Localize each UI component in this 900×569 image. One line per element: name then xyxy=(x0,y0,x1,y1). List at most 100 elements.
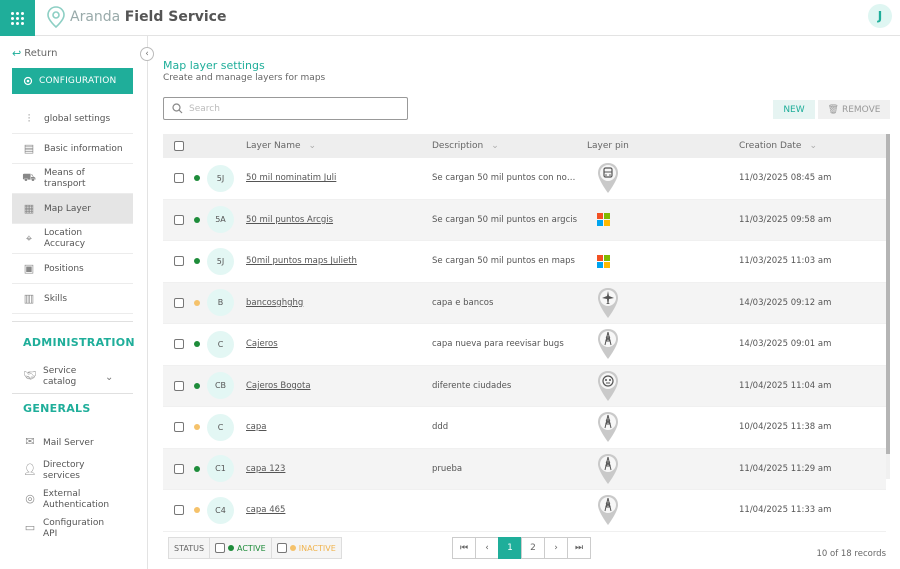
layer-pin xyxy=(597,449,619,490)
row-checkbox[interactable] xyxy=(174,339,184,350)
menu-item-positions[interactable]: ▣ Positions xyxy=(12,254,133,284)
plane-pin-icon xyxy=(598,287,618,318)
creation-date: 14/03/2025 09:12 am xyxy=(739,297,832,308)
tower-pin-icon xyxy=(598,453,618,484)
layer-name-link[interactable]: 50mil puntos maps Julieth xyxy=(246,256,357,267)
layer-initials-badge: 5A xyxy=(207,206,234,234)
next-page-button[interactable]: › xyxy=(544,537,568,559)
inactive-dot-icon xyxy=(289,545,296,551)
new-button[interactable]: NEW xyxy=(773,100,815,119)
table-row[interactable]: C Cajeros capa nueva para reevisar bugs 14/… xyxy=(163,324,886,366)
search-input[interactable] xyxy=(189,103,399,114)
layer-description: Se cargan 50 mil puntos en argcis xyxy=(432,214,578,225)
sort-chevron-icon: ⌄ xyxy=(809,141,817,151)
status-dot-icon xyxy=(194,382,200,389)
layer-pin xyxy=(597,200,610,241)
menu-item-basic-information[interactable]: ▤ Basic information xyxy=(12,134,133,164)
mail-server-link[interactable]: ✉ Mail Server xyxy=(23,436,93,450)
directory-icon: 👤︎ xyxy=(23,463,37,476)
search-box[interactable] xyxy=(163,97,408,120)
collapse-sidebar-button[interactable]: ‹ xyxy=(140,47,154,61)
pagination: ⏮︎ ‹ 1 2 › ⏭︎ xyxy=(452,537,591,559)
layer-name-link[interactable]: 50 mil puntos Arcgis xyxy=(246,214,334,225)
external-authentication-link[interactable]: ◎ External Authentication xyxy=(23,489,113,511)
table-row[interactable]: 5J 50mil puntos maps Julieth Se cargan 50 … xyxy=(163,241,886,283)
inactive-filter[interactable]: INACTIVE xyxy=(272,538,341,558)
table-row[interactable]: C1 capa 123 prueba 11/04/2025 11:29 am xyxy=(163,448,886,490)
directory-services-link[interactable]: 👤︎ Directory services xyxy=(23,460,85,481)
layer-initials-badge: B xyxy=(207,289,234,317)
layer-pin xyxy=(597,158,619,199)
positions-icon: ▣ xyxy=(23,262,35,275)
service-catalog-link[interactable]: 🤝︎ Service catalog ⌄ xyxy=(23,366,114,387)
row-checkbox[interactable] xyxy=(174,422,184,433)
table-row[interactable]: C4 capa 465 11/04/2025 11:33 am xyxy=(163,490,886,532)
calendar-icon: ▥ xyxy=(23,292,35,305)
last-page-button[interactable]: ⏭︎ xyxy=(567,537,591,559)
table-row[interactable]: CB Cajeros Bogota diferente ciudades 11/04/… xyxy=(163,365,886,407)
row-checkbox[interactable] xyxy=(174,505,184,516)
layer-name-link[interactable]: capa xyxy=(246,422,267,433)
administration-title: ADMINISTRATION xyxy=(23,336,135,349)
app-launcher-button[interactable] xyxy=(0,0,35,36)
table-scrollbar[interactable] xyxy=(886,134,890,479)
table-body: 5J 50 mil nominatim Juli Se cargan 50 mil … xyxy=(163,158,886,532)
column-header-description[interactable]: Description ⌄ xyxy=(432,141,499,151)
table-header: Layer Name ⌄ Description ⌄ Layer pin Creat… xyxy=(163,134,886,158)
row-checkbox[interactable] xyxy=(174,463,184,474)
layer-pin xyxy=(597,283,619,324)
user-avatar[interactable]: J xyxy=(868,4,892,28)
status-dot-icon xyxy=(194,465,200,472)
generals-title: GENERALS xyxy=(23,402,91,415)
configuration-button[interactable]: CONFIGURATION xyxy=(12,68,133,94)
page-button-1[interactable]: 1 xyxy=(498,537,522,559)
brand-name: Aranda Field Service xyxy=(70,9,227,25)
menu-item-skills[interactable]: ▥ Skills xyxy=(12,284,133,314)
layer-name-link[interactable]: bancosghghg xyxy=(246,297,304,308)
column-header-date[interactable]: Creation Date ⌄ xyxy=(739,141,817,151)
row-checkbox[interactable] xyxy=(174,173,184,184)
row-checkbox[interactable] xyxy=(174,214,184,225)
api-icon: ▭ xyxy=(24,521,36,534)
layer-name-link[interactable]: capa 123 xyxy=(246,463,286,474)
layer-description: Se cargan 50 mil puntos con nom... xyxy=(432,173,582,184)
active-filter-checkbox[interactable] xyxy=(215,543,226,553)
chevron-down-icon: ⌄ xyxy=(105,371,114,383)
location-pin-logo-icon xyxy=(47,6,65,28)
table-row[interactable]: 5A 50 mil puntos Arcgis Se cargan 50 mil p… xyxy=(163,199,886,241)
layer-initials-badge: C xyxy=(207,413,234,441)
layer-name-link[interactable]: 50 mil nominatim Juli xyxy=(246,173,337,184)
menu-item-global-settings[interactable]: ⫶ global settings xyxy=(12,104,133,134)
menu-item-map-layer[interactable]: ▦ Map Layer xyxy=(12,194,133,224)
column-header-name[interactable]: Layer Name ⌄ xyxy=(246,141,317,151)
inactive-filter-checkbox[interactable] xyxy=(276,543,287,553)
creation-date: 14/03/2025 09:01 am xyxy=(739,339,832,350)
page-button-2[interactable]: 2 xyxy=(521,537,545,559)
row-checkbox[interactable] xyxy=(174,297,184,308)
info-card-icon: ▤ xyxy=(23,142,35,155)
prev-page-button[interactable]: ‹ xyxy=(475,537,499,559)
brand: Aranda Field Service xyxy=(46,4,226,30)
configuration-api-link[interactable]: ▭ Configuration API xyxy=(24,518,105,539)
layer-pin xyxy=(597,366,619,407)
layer-name-link[interactable]: Cajeros xyxy=(246,339,278,350)
layer-pin xyxy=(597,490,619,531)
remove-button[interactable]: 🗑︎ REMOVE xyxy=(818,100,890,119)
gear-icon xyxy=(23,76,33,86)
layer-name-link[interactable]: capa 465 xyxy=(246,505,286,516)
active-filter[interactable]: ACTIVE xyxy=(210,538,272,558)
select-all-checkbox[interactable] xyxy=(174,141,184,151)
first-page-button[interactable]: ⏮︎ xyxy=(452,537,476,559)
return-label: Return xyxy=(24,48,58,59)
menu-item-means-of-transport[interactable]: ⛟ Means of transport xyxy=(12,164,133,194)
page-subtitle: Create and manage layers for maps xyxy=(163,73,326,83)
layer-name-link[interactable]: Cajeros Bogota xyxy=(246,380,311,391)
sidebar: ↩ Return ‹ CONFIGURATION ⫶ global setting… xyxy=(0,36,154,569)
menu-item-location-accuracy[interactable]: ⌖ Location Accuracy xyxy=(12,224,133,254)
row-checkbox[interactable] xyxy=(174,380,184,391)
return-link[interactable]: ↩ Return xyxy=(12,47,57,60)
row-checkbox[interactable] xyxy=(174,256,184,267)
table-row[interactable]: 5J 50 mil nominatim Juli Se cargan 50 mil … xyxy=(163,158,886,200)
